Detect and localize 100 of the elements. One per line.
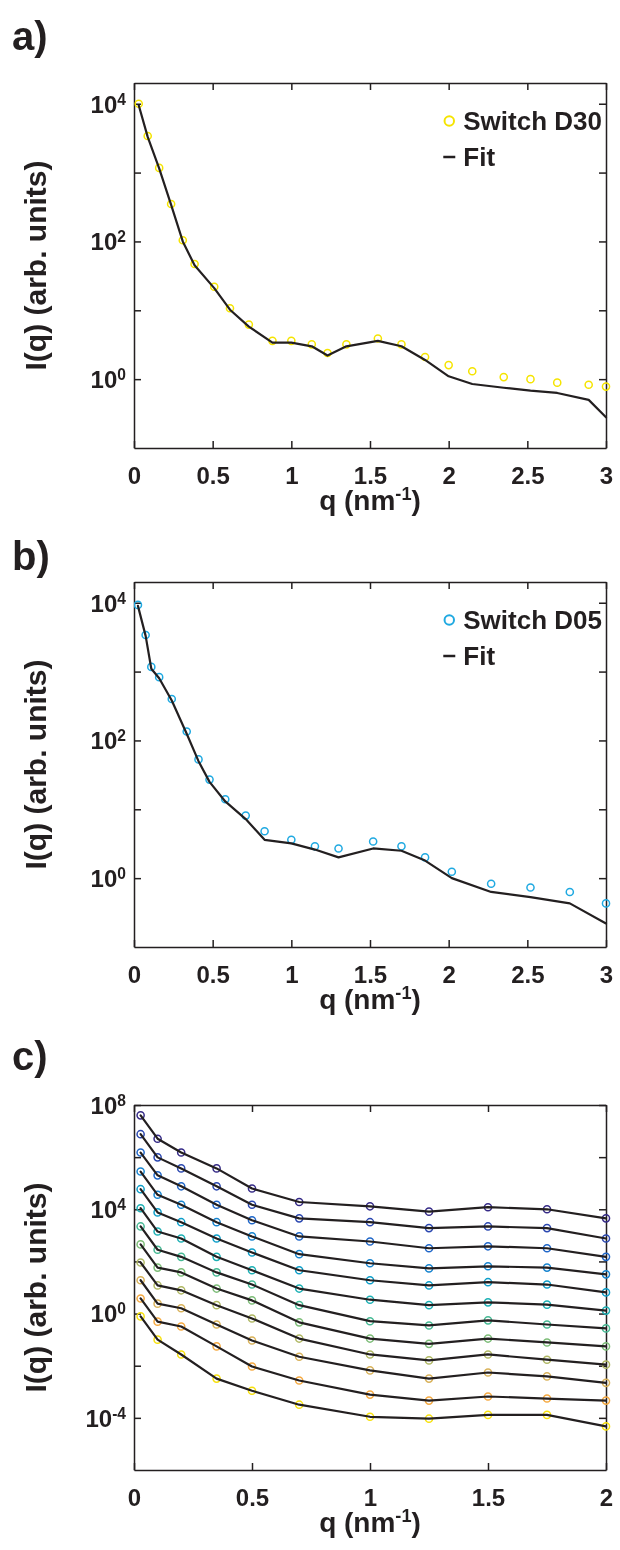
point	[373, 334, 383, 343]
point	[153, 1317, 162, 1326]
point	[542, 1204, 552, 1214]
x-tick-label: 2.5	[511, 961, 545, 988]
point	[134, 600, 143, 610]
legend-label: Fit	[463, 142, 496, 173]
point	[483, 1222, 493, 1231]
point	[153, 1190, 162, 1200]
point	[601, 899, 611, 908]
point	[220, 794, 230, 804]
y-axis-title: I(q) (arb. units)	[19, 160, 52, 371]
point	[153, 1134, 162, 1144]
point	[294, 1249, 304, 1259]
y-tick-label: 10$^{4}$	[90, 589, 127, 617]
point	[424, 1339, 434, 1349]
point	[323, 348, 332, 358]
x-tick-label: 1	[285, 462, 299, 489]
point	[136, 1240, 145, 1249]
chart-title: b)	[12, 534, 50, 578]
point	[176, 1234, 186, 1243]
point	[136, 1294, 145, 1303]
point	[424, 1223, 434, 1233]
point	[136, 1148, 145, 1157]
point	[483, 1277, 493, 1287]
point	[153, 1299, 162, 1308]
point	[542, 1263, 552, 1272]
point	[247, 1184, 257, 1193]
point	[294, 1334, 304, 1343]
point	[294, 1284, 304, 1293]
point	[483, 1242, 493, 1251]
point	[467, 366, 477, 376]
point	[212, 1234, 221, 1243]
point	[601, 1288, 611, 1297]
y-tick-label: 10$^{0}$	[90, 365, 127, 394]
point	[136, 1129, 145, 1139]
y-tick-label: 10$^{0}$	[90, 864, 127, 893]
point	[176, 1217, 186, 1227]
point	[225, 303, 235, 313]
point	[146, 662, 156, 672]
point	[294, 1232, 304, 1241]
point	[542, 1355, 552, 1365]
point	[294, 1376, 304, 1385]
point	[212, 1320, 221, 1329]
point	[601, 1252, 611, 1262]
x-tick-label: 0	[127, 961, 142, 988]
point	[483, 1392, 493, 1401]
point	[212, 1374, 221, 1383]
point	[212, 1217, 221, 1227]
x-tick-label: 0	[127, 462, 142, 489]
y-tick-label: 10$^{2}$	[90, 726, 127, 755]
y-axis-title: I(q) (arb. units)	[19, 1182, 52, 1393]
point	[552, 378, 562, 387]
point	[542, 1410, 552, 1420]
point	[368, 837, 378, 846]
point	[153, 1263, 162, 1272]
point	[542, 1372, 552, 1381]
point	[141, 630, 150, 640]
legend-label: Switch D30	[463, 106, 602, 137]
point	[565, 887, 575, 897]
point	[153, 1208, 162, 1217]
point	[182, 727, 192, 736]
point	[176, 1200, 186, 1210]
point	[424, 1207, 434, 1216]
point	[420, 352, 430, 362]
point	[247, 1314, 257, 1323]
point	[294, 1318, 304, 1327]
point	[153, 1245, 162, 1255]
x-tick-label: 0.5	[235, 1484, 270, 1511]
point	[365, 1258, 375, 1268]
point	[153, 1281, 162, 1290]
point	[424, 1264, 434, 1273]
point	[136, 1184, 145, 1194]
point	[247, 1336, 257, 1345]
point	[176, 1164, 186, 1173]
point	[483, 1410, 493, 1420]
point	[334, 844, 343, 853]
y-tick-label: 10$^{0}$	[90, 1299, 127, 1328]
point	[247, 1265, 257, 1275]
point	[153, 1153, 162, 1162]
point	[212, 1300, 221, 1310]
x-tick-label: 2	[442, 961, 456, 988]
y-tick-label: 10$^{-4}$	[85, 1404, 127, 1432]
point	[365, 1334, 375, 1343]
point	[294, 1352, 304, 1362]
point	[601, 1234, 611, 1243]
point	[136, 1111, 145, 1120]
y-tick-label: 10$^{4}$	[90, 90, 127, 118]
point	[176, 1182, 186, 1191]
point	[601, 382, 611, 391]
point	[153, 1227, 162, 1236]
point	[212, 1200, 221, 1210]
point	[212, 1284, 221, 1293]
point	[154, 672, 164, 682]
point	[542, 1300, 552, 1309]
legend-label: Switch D05	[463, 605, 602, 636]
point	[212, 1182, 221, 1191]
point	[542, 1223, 552, 1233]
point	[424, 1396, 434, 1405]
point	[176, 1303, 186, 1313]
point	[365, 1316, 375, 1326]
